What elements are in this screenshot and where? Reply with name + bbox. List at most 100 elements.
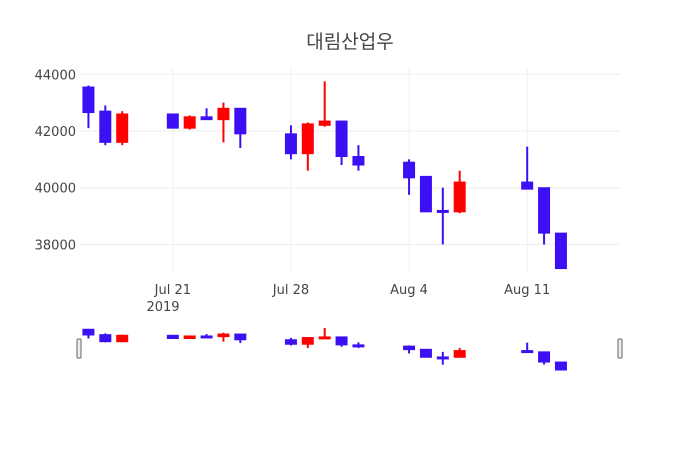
slider-candle	[453, 348, 466, 358]
candle-body	[554, 232, 567, 270]
candle-body	[166, 113, 179, 129]
candle	[318, 81, 331, 127]
candle-body	[352, 156, 365, 166]
candle-body	[183, 116, 196, 129]
slider-candle	[521, 342, 534, 354]
slider-candle	[554, 361, 567, 371]
y-tick-label: 42000	[35, 125, 76, 140]
candle-body	[538, 187, 551, 234]
main-plot[interactable]	[80, 68, 620, 272]
candles-main	[82, 81, 567, 270]
candle-body	[99, 110, 112, 143]
candle	[403, 159, 416, 195]
range-slider[interactable]	[76, 328, 623, 371]
candle	[352, 145, 365, 171]
candle-body	[301, 337, 314, 345]
candle	[538, 187, 551, 245]
candle-body	[318, 336, 331, 340]
candle-body	[453, 350, 466, 358]
candle-body	[436, 356, 449, 360]
candle	[301, 122, 314, 171]
candle-body	[554, 361, 567, 371]
candle	[166, 113, 179, 129]
slider-candle	[403, 345, 416, 354]
y-tick-label: 38000	[35, 238, 76, 253]
slider-candle	[284, 337, 297, 346]
x-tick-label: Aug 11	[504, 283, 550, 298]
y-tick-label: 44000	[35, 68, 76, 83]
slider-candle	[200, 334, 213, 339]
candle-body	[419, 348, 432, 358]
candle	[436, 187, 449, 245]
candle	[183, 115, 196, 130]
candle-body	[234, 333, 247, 341]
slider-candle	[352, 342, 365, 349]
x-axis-year-label: 2019	[146, 300, 179, 315]
candle-body	[200, 335, 213, 339]
candle-body	[99, 334, 112, 343]
candle-body	[166, 334, 179, 339]
candle	[335, 120, 348, 166]
slider-candle	[538, 351, 551, 365]
slider-candle	[166, 334, 179, 339]
candle-body	[234, 107, 247, 135]
candle-body	[419, 175, 432, 213]
candle-body	[116, 334, 129, 343]
range-slider-right-handle[interactable]	[617, 338, 623, 359]
candle-body	[82, 86, 95, 114]
slider-candle	[116, 334, 129, 343]
candle	[453, 170, 466, 214]
x-tick-label: Aug 4	[390, 283, 428, 298]
candle-body	[538, 351, 551, 363]
candle-body	[284, 133, 297, 155]
candle-body	[200, 116, 213, 121]
candle-body	[521, 350, 534, 354]
candle	[99, 105, 112, 146]
candle-body	[284, 339, 297, 345]
slider-candle	[99, 333, 112, 343]
candle-body	[82, 328, 95, 336]
slider-candle	[183, 335, 196, 340]
x-tick-label: Jul 21	[154, 283, 191, 298]
candle-body	[301, 123, 314, 155]
candle	[82, 85, 95, 129]
x-gridlines	[172, 68, 528, 272]
slider-candle	[234, 333, 247, 343]
range-slider-left-handle[interactable]	[76, 338, 82, 359]
candle-body	[521, 181, 534, 190]
candle	[234, 107, 247, 149]
slider-candle	[419, 348, 432, 358]
candle-body	[403, 161, 416, 179]
slider-candle	[301, 337, 314, 349]
candle-body	[436, 209, 449, 213]
candle-body	[453, 181, 466, 213]
candle	[419, 175, 432, 213]
slider-candle	[335, 336, 348, 347]
slider-candle	[217, 332, 230, 342]
candle	[217, 102, 230, 143]
candle	[284, 125, 297, 160]
candle	[116, 111, 129, 146]
candle-body	[217, 333, 230, 338]
x-axis-tick-labels: Jul 21 Jul 28 Aug 4 Aug 11	[154, 283, 551, 298]
candle-body	[318, 120, 331, 126]
candle-body	[217, 107, 230, 121]
x-tick-label: Jul 28	[272, 283, 309, 298]
slider-candle	[318, 328, 331, 340]
candle-body	[352, 344, 365, 348]
candle-body	[335, 120, 348, 158]
candle	[554, 232, 567, 270]
chart-title: 대림산업우	[306, 31, 393, 53]
candle	[200, 108, 213, 121]
slider-candle	[82, 328, 95, 339]
candle-body	[183, 335, 196, 340]
candle	[521, 146, 534, 190]
slider-candle	[436, 351, 449, 365]
y-axis-tick-labels: 38000 40000 42000 44000	[35, 68, 76, 253]
candle-body	[403, 345, 416, 351]
range-slider-candles	[82, 328, 567, 371]
candle-body	[116, 113, 129, 143]
y-tick-label: 40000	[35, 182, 76, 197]
candle-body	[335, 336, 348, 346]
